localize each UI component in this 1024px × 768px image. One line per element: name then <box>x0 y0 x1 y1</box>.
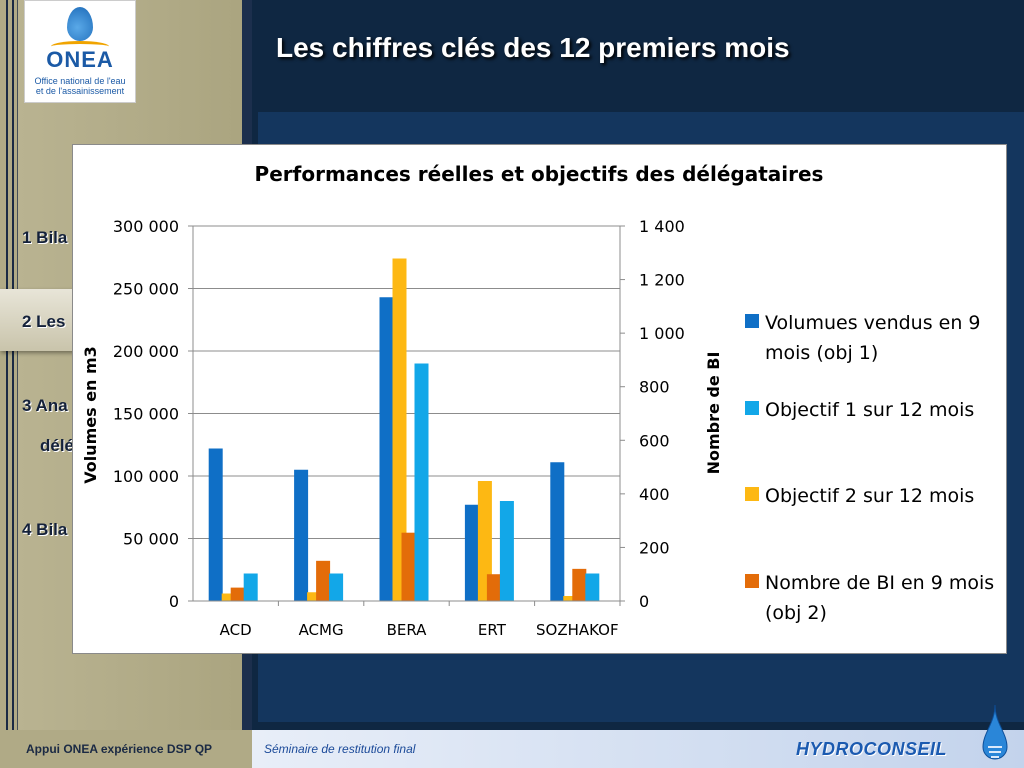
bar-acmg-series-0 <box>294 469 309 601</box>
y2-tick-label: 400 <box>639 485 670 504</box>
bar-sozhakof-series-3 <box>585 573 600 601</box>
chart-container: Performances réelles et objectifs des dé… <box>72 144 1007 654</box>
y-tick-label: 100 000 <box>113 467 179 486</box>
x-tick-label: ERT <box>478 621 507 639</box>
y2-tick-label: 1 400 <box>639 217 685 236</box>
legend-label: (obj 2) <box>765 602 827 624</box>
y2-tick-label: 1 200 <box>639 271 685 290</box>
bar-acmg-series-2 <box>316 560 331 601</box>
bar-acd-series-0 <box>208 448 223 601</box>
legend-swatch <box>745 574 759 588</box>
y-tick-label: 250 000 <box>113 280 179 299</box>
legend-label: Nombre de BI en 9 mois <box>765 572 994 594</box>
bar-acmg-series-1 <box>307 592 322 601</box>
wave-icon <box>51 41 109 52</box>
bar-ert-series-0 <box>464 504 479 601</box>
slide-title: Les chiffres clés des 12 premiers mois <box>276 32 790 63</box>
bar-acd-series-3 <box>243 573 258 601</box>
y-tick-label: 300 000 <box>113 217 179 236</box>
logo-subtitle-line2: et de l'assainissement <box>35 86 125 96</box>
legend-swatch <box>745 487 759 501</box>
nav-item-4[interactable]: 4 Bila <box>22 520 68 539</box>
y-tick-label: 50 000 <box>123 530 179 549</box>
bar-chart: Performances réelles et objectifs des dé… <box>81 162 994 639</box>
nav-item-3-cont[interactable]: délé <box>40 436 75 455</box>
sidebar-rule <box>12 0 14 768</box>
y2-tick-label: 800 <box>639 378 670 397</box>
y2-tick-label: 0 <box>639 592 649 611</box>
bar-bera-series-1 <box>392 258 407 601</box>
y2-axis-title: Nombre de BI <box>704 352 723 475</box>
hydroconseil-drop-icon <box>982 704 1008 760</box>
nav-item-2[interactable]: 2 Les <box>22 312 66 331</box>
bar-bera-series-2 <box>401 532 416 601</box>
footer-center-text: Séminaire de restitution final <box>264 742 416 756</box>
sidebar-rule <box>17 0 18 768</box>
legend-label: Objectif 1 sur 12 mois <box>765 399 974 421</box>
legend-label: Objectif 2 sur 12 mois <box>765 485 974 507</box>
legend-swatch <box>745 401 759 415</box>
x-tick-label: ACMG <box>299 621 344 639</box>
logo-subtitle: Office national de l'eau et de l'assaini… <box>25 76 135 96</box>
footer-left-text: Appui ONEA expérience DSP QP <box>26 742 213 756</box>
bar-acmg-series-3 <box>329 573 344 601</box>
y2-tick-label: 1 000 <box>639 324 685 343</box>
x-tick-label: SOZHAKOF <box>536 621 619 639</box>
bar-ert-series-3 <box>499 501 514 601</box>
water-drop-icon <box>67 7 93 41</box>
footer-left-bg <box>0 730 252 768</box>
bar-acd-series-2 <box>230 587 245 601</box>
bar-sozhakof-series-0 <box>550 462 565 601</box>
x-tick-label: BERA <box>387 621 428 639</box>
bar-acd-series-1 <box>221 593 236 601</box>
onea-logo: ONEA Office national de l'eau et de l'as… <box>24 0 136 103</box>
bar-bera-series-3 <box>414 363 429 601</box>
footer-right-bg <box>252 730 1024 768</box>
bar-ert-series-1 <box>477 481 492 601</box>
bar-ert-series-2 <box>486 574 501 601</box>
y2-tick-label: 600 <box>639 431 670 450</box>
legend-swatch <box>745 314 759 328</box>
y2-tick-label: 200 <box>639 538 670 557</box>
nav-item-1[interactable]: 1 Bila <box>22 228 68 247</box>
bar-bera-series-0 <box>379 297 394 601</box>
y-tick-label: 150 000 <box>113 405 179 424</box>
sidebar-rule <box>6 0 8 768</box>
bar-sozhakof-series-1 <box>563 596 578 601</box>
chart-title: Performances réelles et objectifs des dé… <box>255 162 824 186</box>
legend-label: Volumues vendus en 9 <box>765 312 981 334</box>
logo-brand: ONEA <box>46 47 114 72</box>
nav-item-3[interactable]: 3 Ana <box>22 396 68 415</box>
footer: Appui ONEA expérience DSP QP Séminaire d… <box>0 730 1024 768</box>
footer-brand: HYDROCONSEIL <box>796 739 948 759</box>
logo-subtitle-line1: Office national de l'eau <box>34 76 126 86</box>
y-tick-label: 200 000 <box>113 342 179 361</box>
bar-sozhakof-series-2 <box>572 568 587 601</box>
y-axis-title: Volumes en m3 <box>81 346 100 484</box>
legend-label: mois (obj 1) <box>765 342 878 364</box>
y-tick-label: 0 <box>169 592 179 611</box>
x-tick-label: ACD <box>220 621 252 639</box>
